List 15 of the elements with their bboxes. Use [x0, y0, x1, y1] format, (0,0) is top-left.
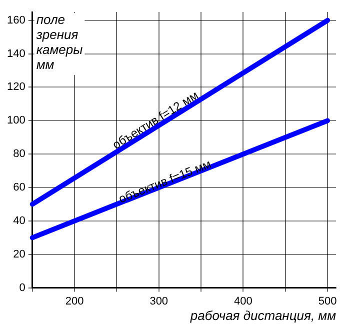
- x-axis-title: рабочая дистанция, мм: [189, 308, 336, 323]
- y-tick-label: 140: [6, 48, 26, 60]
- x-tick-label: 400: [234, 295, 252, 308]
- x-tick-label: 200: [65, 295, 84, 308]
- x-tick-label: 300: [150, 295, 168, 308]
- y-axis-title: поле зрения камеры мм: [35, 12, 84, 72]
- y-tick-label: 0: [19, 282, 26, 294]
- y-tick-label: 160: [6, 14, 26, 26]
- y-tick-label: 20: [13, 248, 26, 260]
- y-tick-label: 100: [6, 114, 26, 127]
- x-tick-label: 500: [318, 295, 337, 308]
- y-tick-label: 80: [13, 148, 26, 160]
- y-tick-label: 120: [6, 81, 26, 94]
- y-tick-label: 40: [13, 214, 26, 227]
- y-tick-label: 60: [13, 182, 26, 194]
